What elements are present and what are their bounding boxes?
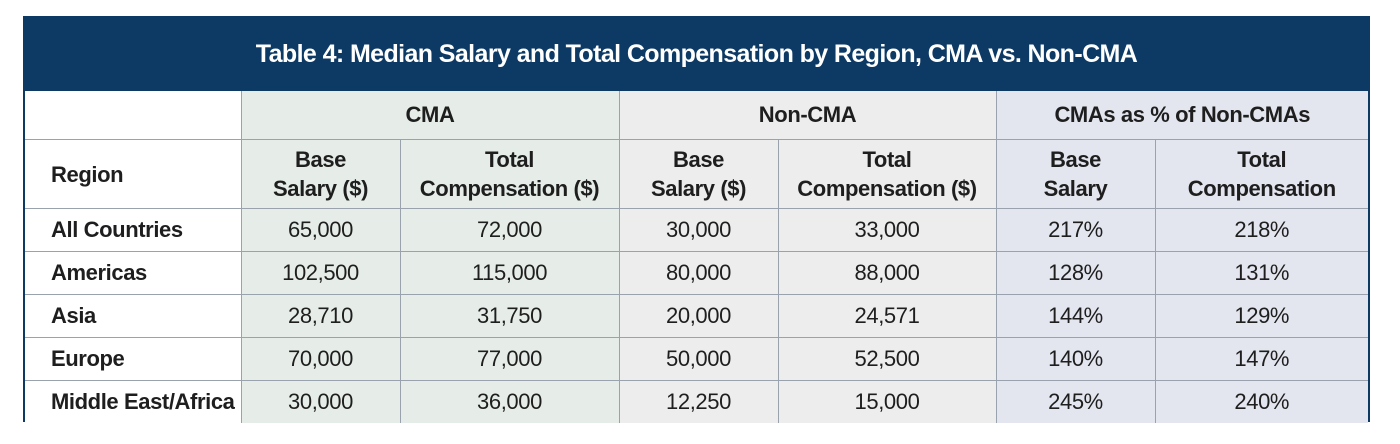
cma-total-compensation: 77,000 xyxy=(399,337,620,381)
non-cma-base-salary: 50,000 xyxy=(618,337,779,381)
pct-base-salary: 144% xyxy=(995,294,1156,338)
table-row: Americas 102,500 115,000 80,000 88,000 1… xyxy=(25,251,1368,295)
non-cma-total-compensation: 24,571 xyxy=(777,294,997,338)
group-header-cma: CMA xyxy=(240,91,620,140)
header-line: Total xyxy=(485,147,534,172)
non-cma-total-compensation: 33,000 xyxy=(777,208,997,252)
pct-total-compensation: 129% xyxy=(1154,294,1368,338)
cma-base-salary: 28,710 xyxy=(240,294,401,338)
non-cma-base-salary: 12,250 xyxy=(618,380,779,423)
header-line: Total xyxy=(862,147,912,172)
column-header-cma-total: Total Compensation ($) xyxy=(399,139,620,209)
group-header-row: CMA Non-CMA CMAs as % of Non-CMAs xyxy=(25,91,1368,140)
region-name: Asia xyxy=(25,294,242,338)
region-column-header: Region xyxy=(25,139,242,209)
header-line: Total xyxy=(1237,147,1287,172)
header-line: Salary ($) xyxy=(650,176,747,201)
region-name: Americas xyxy=(25,251,242,295)
cma-total-compensation: 115,000 xyxy=(399,251,620,295)
pct-total-compensation: 131% xyxy=(1154,251,1368,295)
region-header-spacer xyxy=(25,91,242,140)
header-line: Compensation ($) xyxy=(419,176,600,201)
group-header-non-cma: Non-CMA xyxy=(618,91,997,140)
cma-total-compensation: 31,750 xyxy=(399,294,620,338)
pct-base-salary: 140% xyxy=(995,337,1156,381)
column-header-non-cma-total: Total Compensation ($) xyxy=(777,139,997,209)
column-header-pct-base: Base Salary xyxy=(995,139,1156,209)
cma-total-compensation: 36,000 xyxy=(399,380,620,423)
column-header-non-cma-base: Base Salary ($) xyxy=(618,139,779,209)
header-line: Base xyxy=(673,147,724,172)
header-line: Salary ($) xyxy=(272,176,369,201)
salary-table: CMA Non-CMA CMAs as % of Non-CMAs Region… xyxy=(25,91,1368,423)
cma-base-salary: 30,000 xyxy=(240,380,401,423)
pct-total-compensation: 240% xyxy=(1154,380,1368,423)
pct-base-salary: 128% xyxy=(995,251,1156,295)
non-cma-total-compensation: 88,000 xyxy=(777,251,997,295)
non-cma-base-salary: 30,000 xyxy=(618,208,779,252)
cma-base-salary: 65,000 xyxy=(240,208,401,252)
pct-base-salary: 217% xyxy=(995,208,1156,252)
column-header-cma-base: Base Salary ($) xyxy=(240,139,401,209)
header-line: Base xyxy=(1050,147,1101,172)
table-row: All Countries 65,000 72,000 30,000 33,00… xyxy=(25,208,1368,252)
pct-total-compensation: 218% xyxy=(1154,208,1368,252)
table-row: Asia 28,710 31,750 20,000 24,571 144% 12… xyxy=(25,294,1368,338)
cma-base-salary: 70,000 xyxy=(240,337,401,381)
non-cma-base-salary: 80,000 xyxy=(618,251,779,295)
header-line: Salary xyxy=(1043,176,1108,201)
header-line: Base xyxy=(295,147,346,172)
table-row: Europe 70,000 77,000 50,000 52,500 140% … xyxy=(25,337,1368,381)
salary-table-panel: Table 4: Median Salary and Total Compens… xyxy=(23,16,1370,423)
column-header-pct-total: Total Compensation xyxy=(1154,139,1368,209)
cma-total-compensation: 72,000 xyxy=(399,208,620,252)
non-cma-total-compensation: 15,000 xyxy=(777,380,997,423)
region-name: Middle East/Africa xyxy=(25,380,242,423)
group-header-pct: CMAs as % of Non-CMAs xyxy=(995,91,1368,140)
region-name: All Countries xyxy=(25,208,242,252)
cma-base-salary: 102,500 xyxy=(240,251,401,295)
header-line: Compensation ($) xyxy=(797,176,977,201)
table-row: Middle East/Africa 30,000 36,000 12,250 … xyxy=(25,380,1368,423)
column-header-row: Region Base Salary ($) Total Compensatio… xyxy=(25,139,1368,209)
table-title: Table 4: Median Salary and Total Compens… xyxy=(25,18,1368,91)
non-cma-base-salary: 20,000 xyxy=(618,294,779,338)
region-name: Europe xyxy=(25,337,242,381)
non-cma-total-compensation: 52,500 xyxy=(777,337,997,381)
pct-total-compensation: 147% xyxy=(1154,337,1368,381)
pct-base-salary: 245% xyxy=(995,380,1156,423)
header-line: Compensation xyxy=(1187,176,1336,201)
